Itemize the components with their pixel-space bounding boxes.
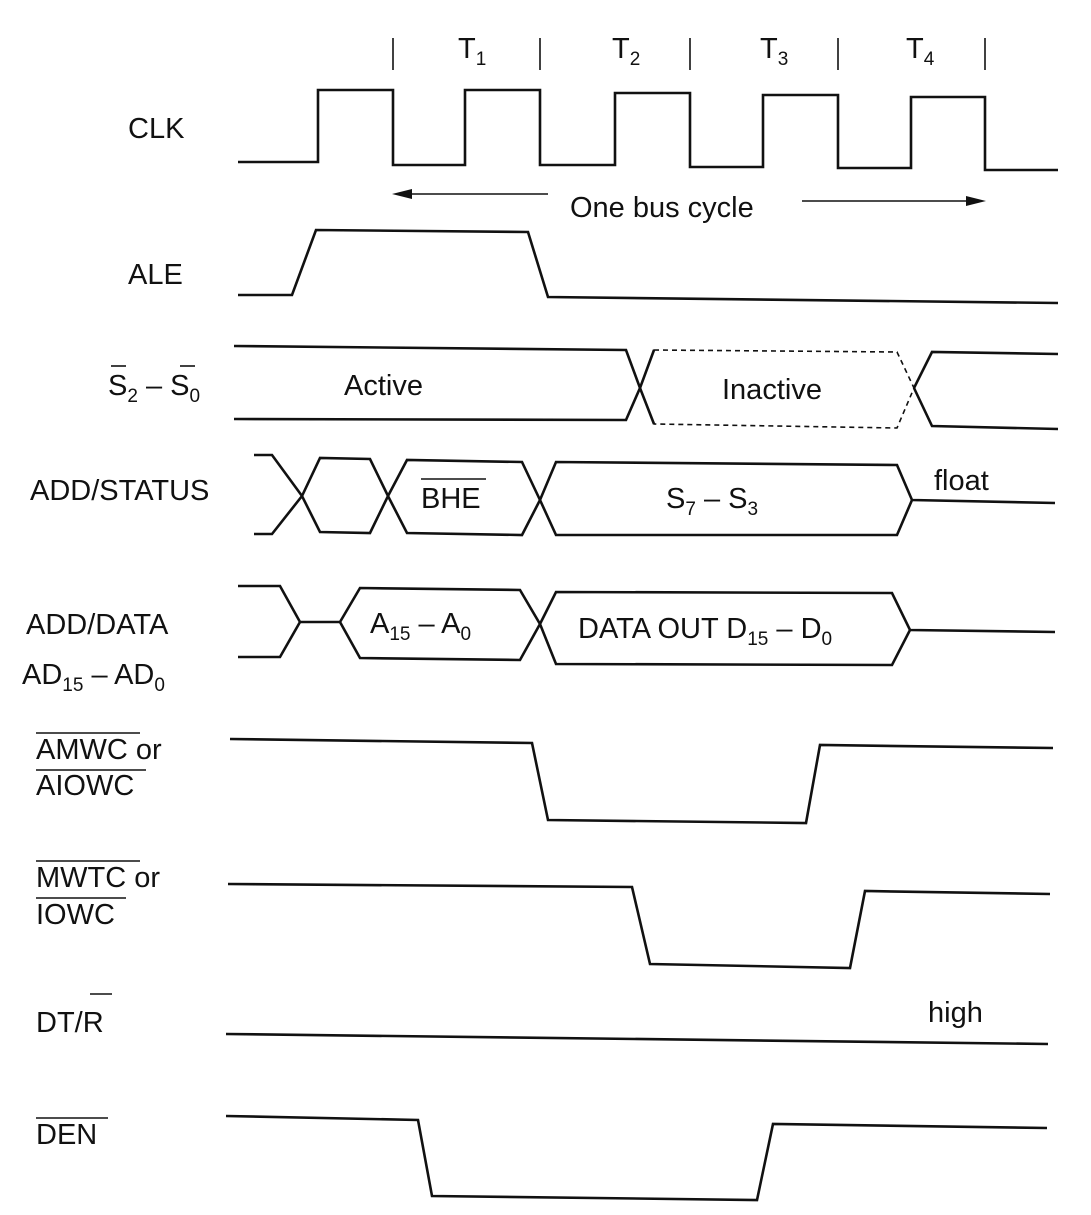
signal-label-clk: CLK: [128, 113, 185, 145]
period-label-t1: T1: [458, 33, 486, 70]
add-data-lower-bus: [338, 620, 912, 667]
status-inactive-label: Inactive: [722, 374, 822, 406]
mwtc-waveform: [227, 882, 1051, 970]
signal-label-dtr: DT/R: [36, 1007, 104, 1039]
add-data-lower: [238, 621, 302, 659]
float-label: float: [934, 465, 989, 497]
dtr-waveform: [225, 1032, 1049, 1046]
data-out-label: DATA OUT D15 – D0: [578, 613, 832, 650]
bus-cycle-label: One bus cycle: [570, 192, 754, 224]
status-lines-resume-upper: [912, 350, 1059, 389]
add-status-lower: [254, 493, 914, 537]
period-label-t2: T2: [612, 33, 640, 70]
high-label: high: [928, 997, 983, 1029]
signal-label-iowc: IOWC: [36, 899, 115, 931]
ale-waveform: [238, 228, 1059, 305]
clk-waveform: [238, 88, 1058, 172]
add-data-upper: [238, 584, 1056, 634]
s7-s3-label: S7 – S3: [666, 483, 758, 520]
signal-label-add-data: ADD/DATA: [26, 609, 169, 641]
clock-period-markers: [392, 38, 986, 70]
amwc-waveform: [229, 737, 1054, 825]
status-lines-inactive-region: [639, 349, 915, 429]
bus-cycle-arrow: [392, 189, 986, 206]
signal-label-add-status: ADD/STATUS: [30, 475, 209, 507]
status-active-label: Active: [344, 370, 423, 402]
signal-label-status-lines: S2 – S0: [108, 370, 200, 407]
signal-label-amwc: AMWC or: [36, 734, 162, 766]
period-label-t4: T4: [906, 33, 935, 70]
signal-label-mwtc: MWTC or: [36, 862, 160, 894]
signal-label-den: DEN: [36, 1119, 97, 1151]
bhe-label: BHE: [421, 483, 481, 515]
signal-label-add-data-ad: AD15 – AD0: [22, 659, 165, 696]
status-lines-upper: [233, 344, 656, 392]
status-lines-resume-lower: [912, 387, 1059, 431]
period-label-t3: T3: [760, 33, 788, 70]
signal-label-ale: ALE: [128, 259, 183, 291]
den-waveform: [225, 1114, 1048, 1202]
status-lines-lower: [233, 384, 656, 425]
a15-a0-label: A15 – A0: [370, 608, 471, 645]
signal-label-aiowc: AIOWC: [36, 770, 134, 802]
